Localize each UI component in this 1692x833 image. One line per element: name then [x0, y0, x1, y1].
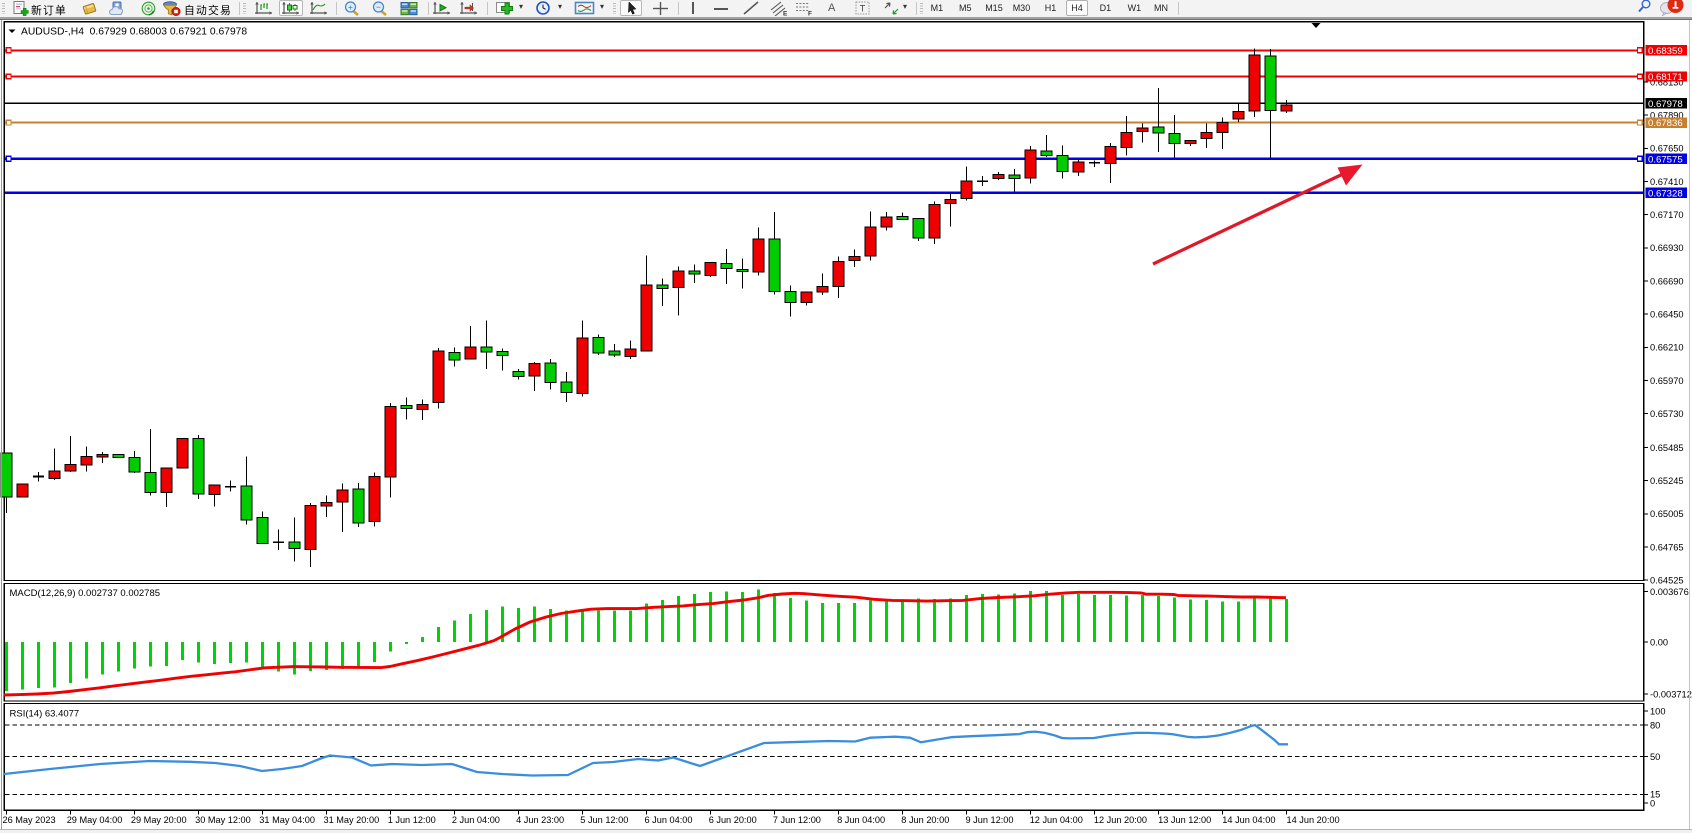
svg-text:0.64525: 0.64525 [1650, 576, 1684, 586]
svg-text:E: E [783, 11, 788, 17]
svg-text:0.67575: 0.67575 [1648, 154, 1683, 165]
svg-text:F: F [808, 11, 812, 17]
svg-text:0.67650: 0.67650 [1650, 144, 1684, 154]
svg-text:0.68130: 0.68130 [1650, 77, 1684, 87]
svg-text:0.64765: 0.64765 [1650, 542, 1684, 552]
svg-text:6 Jun 04:00: 6 Jun 04:00 [645, 815, 693, 825]
svg-text:7 Jun 12:00: 7 Jun 12:00 [773, 815, 821, 825]
svg-text:1 Jun 12:00: 1 Jun 12:00 [388, 815, 436, 825]
svg-text:MACD(12,26,9) 0.002737 0.00278: MACD(12,26,9) 0.002737 0.002785 [10, 588, 161, 599]
svg-text:30 May 12:00: 30 May 12:00 [195, 815, 251, 825]
svg-text:29 May 04:00: 29 May 04:00 [67, 815, 123, 825]
svg-text:−: − [376, 2, 381, 12]
svg-text:6 Jun 20:00: 6 Jun 20:00 [709, 815, 757, 825]
svg-text:8 Jun 20:00: 8 Jun 20:00 [901, 815, 949, 825]
svg-text:0.65005: 0.65005 [1650, 509, 1684, 519]
svg-text:14 Jun 04:00: 14 Jun 04:00 [1222, 815, 1275, 825]
svg-text:0.66450: 0.66450 [1650, 310, 1684, 320]
svg-text:RSI(14) 63.4077: RSI(14) 63.4077 [10, 708, 80, 719]
svg-text:T: T [860, 4, 866, 14]
svg-text:5 Jun 12:00: 5 Jun 12:00 [580, 815, 628, 825]
svg-text:26 May 2023: 26 May 2023 [3, 815, 56, 825]
svg-text:0.65245: 0.65245 [1650, 476, 1684, 486]
svg-text:12 Jun 20:00: 12 Jun 20:00 [1094, 815, 1147, 825]
svg-text:4 Jun 23:00: 4 Jun 23:00 [516, 815, 564, 825]
svg-text:+: + [348, 2, 353, 12]
svg-text:AUDUSD-,H4 0.67929 0.68003 0.: AUDUSD-,H4 0.67929 0.68003 0.67921 0.679… [21, 27, 247, 38]
svg-text:8 Jun 04:00: 8 Jun 04:00 [837, 815, 885, 825]
svg-text:0.00: 0.00 [1650, 637, 1668, 647]
svg-text:15: 15 [1650, 790, 1660, 800]
svg-text:0.65485: 0.65485 [1650, 443, 1684, 453]
svg-text:50: 50 [1650, 752, 1660, 762]
svg-text:0.67836: 0.67836 [1648, 118, 1683, 129]
svg-text:0.66690: 0.66690 [1650, 276, 1684, 286]
svg-text:31 May 04:00: 31 May 04:00 [259, 815, 315, 825]
svg-text:80: 80 [1650, 721, 1660, 731]
svg-text:0.66930: 0.66930 [1650, 243, 1684, 253]
svg-text:0.67170: 0.67170 [1650, 210, 1684, 220]
svg-text:13 Jun 12:00: 13 Jun 12:00 [1158, 815, 1211, 825]
svg-text:0.66210: 0.66210 [1650, 343, 1684, 353]
svg-text:0.68359: 0.68359 [1648, 46, 1683, 57]
svg-text:0.67328: 0.67328 [1648, 188, 1683, 199]
svg-text:0.67410: 0.67410 [1650, 177, 1684, 187]
svg-text:0.003676: 0.003676 [1650, 587, 1689, 597]
svg-text:-0.003712: -0.003712 [1650, 689, 1692, 699]
svg-text:0: 0 [1650, 799, 1655, 809]
svg-text:0.65730: 0.65730 [1650, 409, 1684, 419]
svg-text:0.67890: 0.67890 [1650, 111, 1684, 121]
svg-text:0.68171: 0.68171 [1648, 72, 1683, 83]
svg-text:0.67978: 0.67978 [1648, 99, 1683, 110]
svg-text:14 Jun 20:00: 14 Jun 20:00 [1287, 815, 1340, 825]
svg-text:29 May 20:00: 29 May 20:00 [131, 815, 187, 825]
svg-text:12 Jun 04:00: 12 Jun 04:00 [1030, 815, 1083, 825]
svg-text:9 Jun 12:00: 9 Jun 12:00 [966, 815, 1014, 825]
svg-text:31 May 20:00: 31 May 20:00 [324, 815, 380, 825]
svg-text:2 Jun 04:00: 2 Jun 04:00 [452, 815, 500, 825]
svg-text:100: 100 [1650, 706, 1666, 716]
svg-text:0.65970: 0.65970 [1650, 376, 1684, 386]
